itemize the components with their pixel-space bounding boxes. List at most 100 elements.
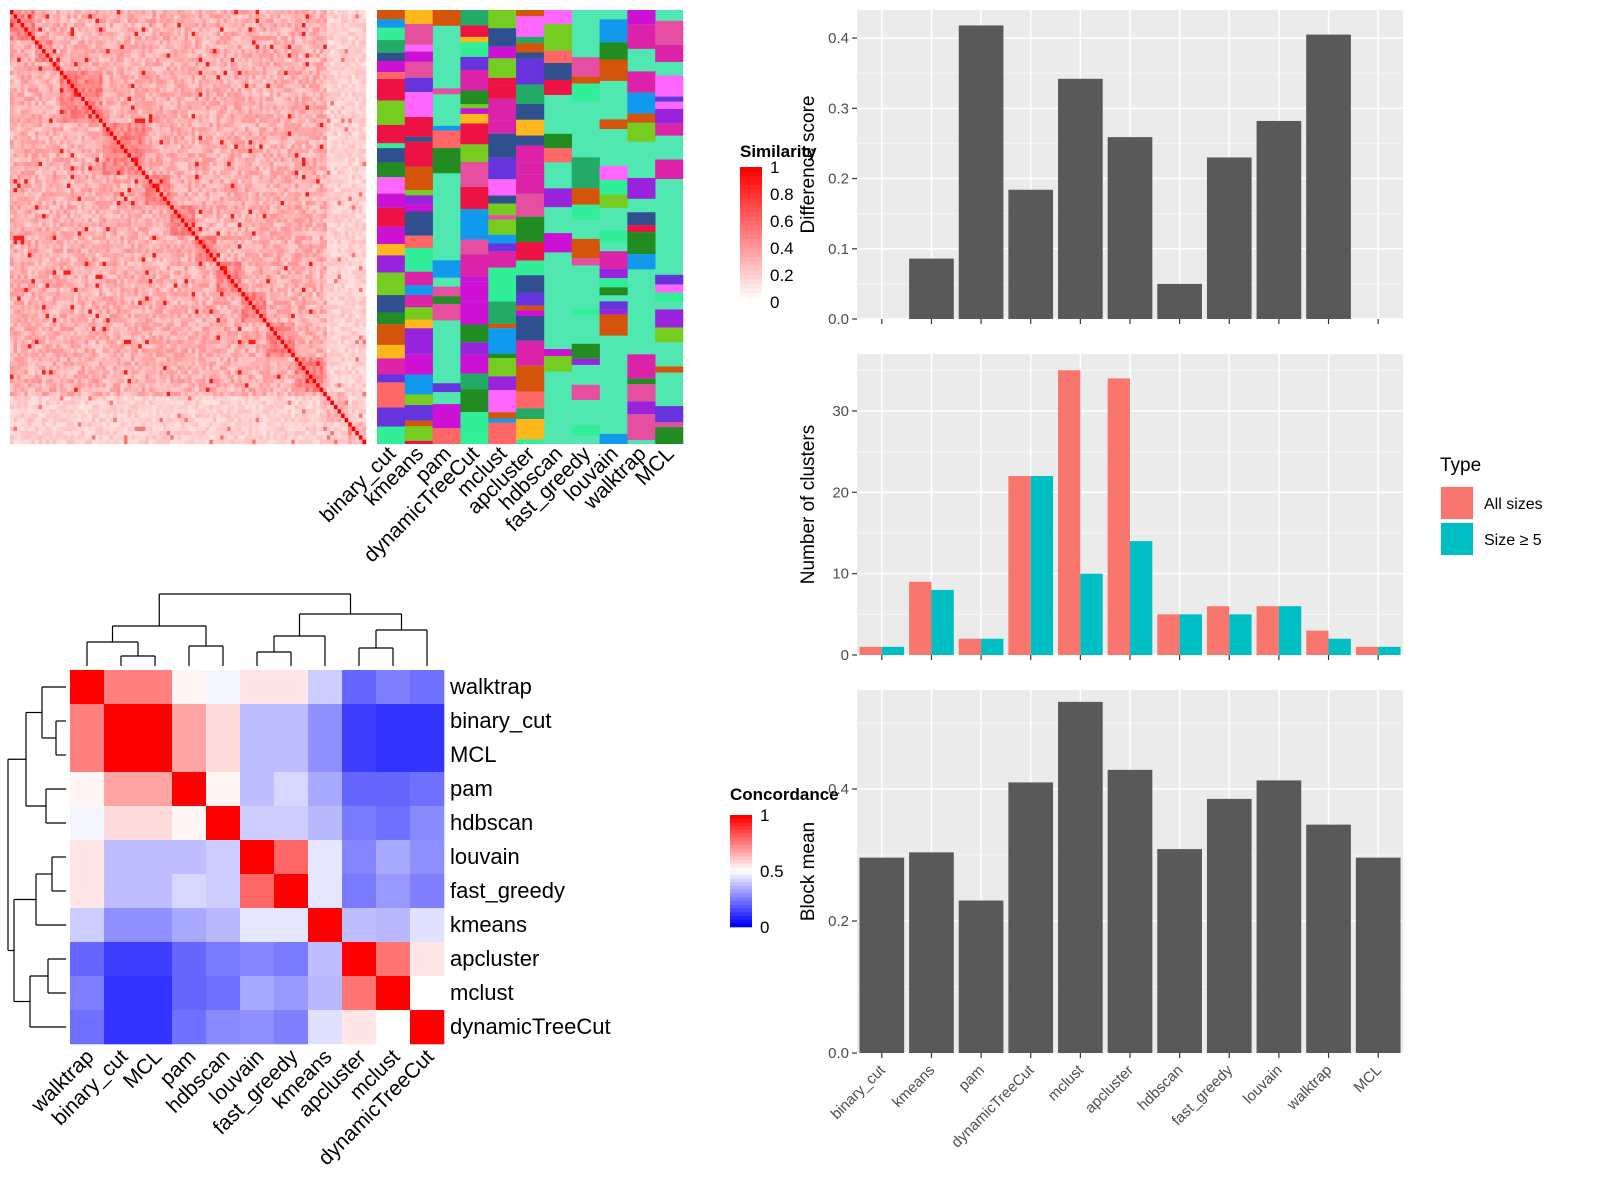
similarity-cell (273, 27, 278, 32)
similarity-cell (159, 70, 164, 76)
similarity-cell (316, 109, 320, 115)
similarity-cell (355, 88, 360, 93)
similarity-cell (102, 70, 107, 76)
similarity-cell (95, 10, 100, 15)
similarity-cell (74, 27, 78, 32)
similarity-cell (244, 209, 249, 215)
similarity-cell (10, 31, 14, 37)
similarity-cell (294, 166, 299, 171)
similarity-cell (227, 53, 231, 58)
similarity-cell (220, 66, 224, 71)
similarity-cell (52, 53, 57, 58)
similarity-cell (280, 53, 285, 58)
similarity-cell (326, 148, 331, 154)
similarity-cell (348, 153, 352, 158)
similarity-cell (230, 96, 235, 102)
similarity-cell (59, 14, 64, 19)
similarity-cell (159, 88, 164, 93)
similarity-cell (141, 10, 146, 15)
similarity-cell (148, 49, 153, 54)
similarity-cell (333, 118, 338, 124)
similarity-cell (155, 174, 160, 180)
similarity-cell (277, 187, 281, 193)
similarity-cell (131, 157, 135, 163)
similarity-cell (148, 148, 153, 154)
similarity-cell (312, 14, 317, 19)
similarity-cell (248, 153, 253, 158)
similarity-cell (273, 127, 278, 132)
similarity-cell (312, 70, 317, 76)
similarity-cell (188, 44, 192, 50)
similarity-cell (298, 31, 303, 37)
similarity-cell (24, 105, 28, 111)
similarity-cell (348, 88, 352, 93)
similarity-cell (141, 196, 146, 202)
similarity-cell (362, 23, 367, 28)
similarity-cell (170, 57, 174, 63)
similarity-cell (56, 53, 61, 58)
similarity-cell (255, 88, 260, 93)
similarity-cell (88, 40, 93, 45)
similarity-cell (180, 14, 185, 19)
similarity-cell (362, 62, 367, 67)
similarity-cell (155, 192, 160, 197)
similarity-cell (155, 57, 160, 63)
similarity-cell (116, 131, 121, 137)
similarity-cell (237, 96, 242, 102)
similarity-cell (362, 174, 367, 180)
similarity-cell (301, 75, 306, 80)
similarity-cell (273, 75, 278, 80)
similarity-cell (205, 27, 210, 32)
similarity-cell (227, 83, 231, 89)
similarity-cell (220, 79, 224, 84)
similarity-cell (362, 170, 367, 176)
similarity-cell (106, 222, 110, 228)
similarity-cell (138, 205, 142, 210)
similarity-cell (155, 79, 160, 84)
similarity-cell (123, 127, 128, 132)
similarity-cell (227, 170, 231, 176)
similarity-cell (284, 92, 288, 97)
similarity-cell (138, 131, 142, 137)
similarity-cell (166, 205, 171, 210)
similarity-cell (148, 57, 153, 63)
similarity-cell (173, 222, 178, 228)
similarity-cell (52, 88, 57, 93)
similarity-cell (177, 23, 182, 28)
similarity-cell (166, 144, 171, 150)
similarity-cell (13, 140, 18, 145)
similarity-cell (34, 109, 39, 115)
similarity-cell (52, 144, 57, 150)
similarity-cell (49, 105, 53, 111)
similarity-cell (52, 213, 57, 219)
similarity-cell (159, 148, 164, 154)
similarity-cell (95, 174, 100, 180)
similarity-cell (269, 218, 274, 223)
similarity-cell (63, 179, 68, 184)
similarity-cell (120, 179, 125, 184)
similarity-cell (291, 57, 295, 63)
similarity-cell (330, 114, 335, 119)
similarity-cell (81, 209, 85, 215)
similarity-cell (255, 166, 260, 171)
similarity-cell (195, 14, 199, 19)
similarity-cell (74, 40, 78, 45)
similarity-cell (326, 83, 331, 89)
similarity-cell (205, 153, 210, 158)
similarity-cell (166, 127, 171, 132)
similarity-cell (13, 196, 18, 202)
similarity-cell (52, 157, 57, 163)
similarity-cell (177, 70, 182, 76)
similarity-cell (66, 192, 71, 197)
similarity-cell (91, 209, 96, 215)
similarity-cell (163, 122, 167, 128)
similarity-cell (66, 161, 71, 167)
similarity-cell (10, 196, 14, 202)
similarity-cell (184, 140, 189, 145)
similarity-cell (81, 49, 85, 54)
similarity-cell (123, 105, 128, 111)
similarity-cell (227, 183, 231, 189)
similarity-cell (205, 23, 210, 28)
similarity-cell (337, 200, 342, 206)
similarity-cell (127, 79, 132, 84)
